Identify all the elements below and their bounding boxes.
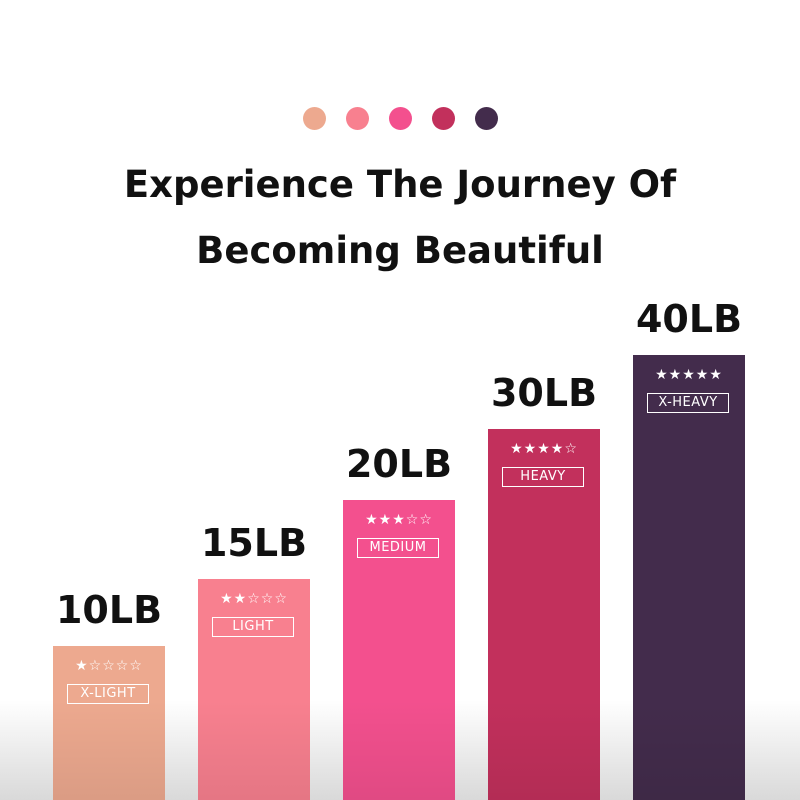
value-label: 20LB <box>345 442 453 486</box>
page-title: Experience The Journey Of Becoming Beaut… <box>0 152 800 284</box>
title-line-1: Experience The Journey Of <box>123 163 677 206</box>
color-dot <box>345 107 369 130</box>
bar-shade <box>53 700 165 800</box>
value-label: 15LB <box>200 521 308 565</box>
star-rating: ★☆☆☆☆ <box>75 658 143 674</box>
category-label: MEDIUM <box>357 538 439 558</box>
bar-light: ★★☆☆☆ LIGHT <box>198 579 310 800</box>
title-line-2: Becoming Beautiful <box>196 229 604 272</box>
value-label: 40LB <box>635 297 743 341</box>
value-label: 10LB <box>55 588 163 632</box>
bar-x-heavy: ★★★★★ X-HEAVY <box>633 355 745 800</box>
star-rating: ★★★☆☆ <box>365 512 433 528</box>
bar-x-light: ★☆☆☆☆ X-LIGHT <box>53 646 165 800</box>
bar-shade <box>343 700 455 800</box>
category-label: X-LIGHT <box>67 684 149 704</box>
bar-shade <box>198 700 310 800</box>
bar-shade <box>488 700 600 800</box>
category-label: X-HEAVY <box>647 393 729 413</box>
color-dots <box>0 107 800 130</box>
color-dot <box>388 107 412 130</box>
bar-heavy: ★★★★☆ HEAVY <box>488 429 600 800</box>
color-dot <box>474 107 498 130</box>
category-label: HEAVY <box>502 467 584 487</box>
color-dot <box>302 107 326 130</box>
category-label: LIGHT <box>212 617 294 637</box>
star-rating: ★★☆☆☆ <box>220 591 288 607</box>
color-dot <box>431 107 455 130</box>
star-rating: ★★★★☆ <box>510 441 578 457</box>
value-label: 30LB <box>490 371 598 415</box>
bar-medium: ★★★☆☆ MEDIUM <box>343 500 455 800</box>
star-rating: ★★★★★ <box>655 367 723 383</box>
bar-shade <box>633 700 745 800</box>
